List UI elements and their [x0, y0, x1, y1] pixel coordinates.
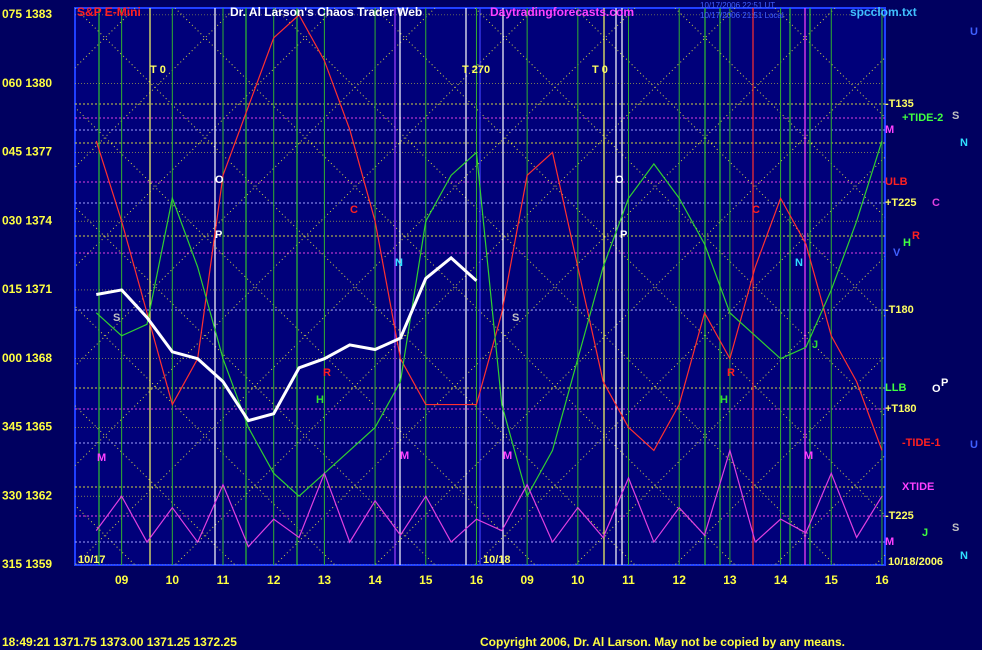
- right-label: S: [952, 110, 959, 122]
- decor-line: [975, 8, 982, 565]
- right-label: +T180: [885, 403, 917, 415]
- right-label: C: [932, 197, 940, 209]
- annotation: T 270: [462, 64, 490, 76]
- annotation: S: [113, 312, 120, 324]
- annotation: H: [720, 394, 728, 406]
- y-tick-label: 345 1365: [2, 420, 52, 434]
- y-tick-label: 045 1377: [2, 145, 52, 159]
- right-label: 10/18/2006: [888, 556, 943, 568]
- right-label: N: [960, 137, 968, 149]
- right-label: V: [893, 247, 901, 259]
- y-tick-label: 030 1374: [2, 213, 52, 227]
- right-label: -T180: [885, 304, 914, 316]
- file-name: spcclom.txt: [850, 5, 917, 19]
- y-tick-label: 330 1362: [2, 488, 52, 502]
- x-tick-label: 11: [622, 573, 635, 587]
- x-tick-label: 16: [875, 573, 889, 587]
- series-line: [96, 255, 478, 423]
- annotation: 10/18: [483, 554, 511, 566]
- right-label: S: [952, 522, 959, 534]
- right-label: P: [941, 377, 948, 389]
- x-tick-label: 09: [115, 573, 129, 587]
- annotation: O: [215, 174, 224, 186]
- status: 18:49:21 1371.75 1373.00 1371.25 1372.25: [2, 635, 237, 649]
- annotation: P: [215, 229, 222, 241]
- annotation: T 0: [150, 64, 166, 76]
- annotation: P: [620, 229, 627, 241]
- right-label: +T225: [885, 197, 917, 209]
- decor-line: [975, 8, 982, 565]
- y-tick-label: 075 1383: [2, 7, 52, 21]
- x-tick-label: 13: [318, 573, 332, 587]
- x-tick-label: 15: [419, 573, 433, 587]
- annotation: J: [812, 339, 818, 351]
- annotation: O: [615, 174, 624, 186]
- right-label: R: [912, 230, 920, 242]
- annotation: M: [804, 450, 813, 462]
- right-label: O: [932, 383, 941, 395]
- x-tick-label: 13: [723, 573, 737, 587]
- right-label: M: [885, 124, 894, 136]
- x-tick-label: 12: [673, 573, 687, 587]
- annotation: S: [512, 312, 519, 324]
- right-label: LLB: [885, 382, 906, 394]
- right-label: J: [922, 527, 928, 539]
- right-label: ULB: [885, 176, 908, 188]
- series-line: [95, 448, 883, 548]
- annotation: M: [97, 452, 106, 464]
- annotation: M: [400, 450, 409, 462]
- annotation: C: [752, 204, 760, 216]
- series-line: [95, 13, 883, 452]
- annotation: N: [395, 257, 403, 269]
- x-tick-label: 09: [520, 573, 534, 587]
- x-tick-label: 12: [267, 573, 281, 587]
- right-label: M: [885, 536, 894, 548]
- stamp: 10/17/2006 22:51 UT: [700, 1, 775, 10]
- annotation: R: [323, 367, 331, 379]
- right-label: XTIDE: [902, 481, 934, 493]
- decoration: [75, 8, 982, 565]
- chart-title: Dr. Al Larson's Chaos Trader Web: [230, 5, 422, 19]
- right-label: U: [970, 26, 978, 38]
- y-tick-label: 015 1371: [2, 282, 52, 296]
- right-label: +TIDE-2: [902, 112, 943, 124]
- y-tick-label: 060 1380: [2, 76, 52, 90]
- right-label: -T135: [885, 98, 914, 110]
- series-line: [95, 140, 883, 498]
- annotation: H: [316, 394, 324, 406]
- annotation: 10/17: [78, 554, 106, 566]
- y-tick-label: 315 1359: [2, 557, 52, 571]
- x-tick-label: 14: [368, 573, 382, 587]
- y-tick-label: 000 1368: [2, 351, 52, 365]
- right-label: H: [903, 237, 911, 249]
- x-tick-label: 10: [166, 573, 180, 587]
- x-tick-label: 16: [470, 573, 484, 587]
- symbol: S&P E-Mini: [77, 5, 141, 19]
- site: Daytradingforecasts.com: [490, 5, 634, 19]
- stamp: 10/17/2006 21:51 Local: [700, 11, 784, 20]
- annotation: C: [350, 204, 358, 216]
- annotation: M: [503, 450, 512, 462]
- right-label: U: [970, 439, 978, 451]
- x-tick-label: 15: [825, 573, 839, 587]
- annotation: T 0: [592, 64, 608, 76]
- right-label: -TIDE-1: [902, 437, 941, 449]
- right-label: N: [960, 550, 968, 562]
- annotation: R: [727, 367, 735, 379]
- right-label: -T225: [885, 510, 914, 522]
- x-tick-label: 10: [571, 573, 585, 587]
- marks: [75, 8, 885, 565]
- annotation: N: [795, 257, 803, 269]
- x-tick-label: 11: [217, 573, 230, 587]
- copyright: Copyright 2006, Dr. Al Larson. May not b…: [480, 635, 845, 649]
- x-tick-label: 14: [774, 573, 788, 587]
